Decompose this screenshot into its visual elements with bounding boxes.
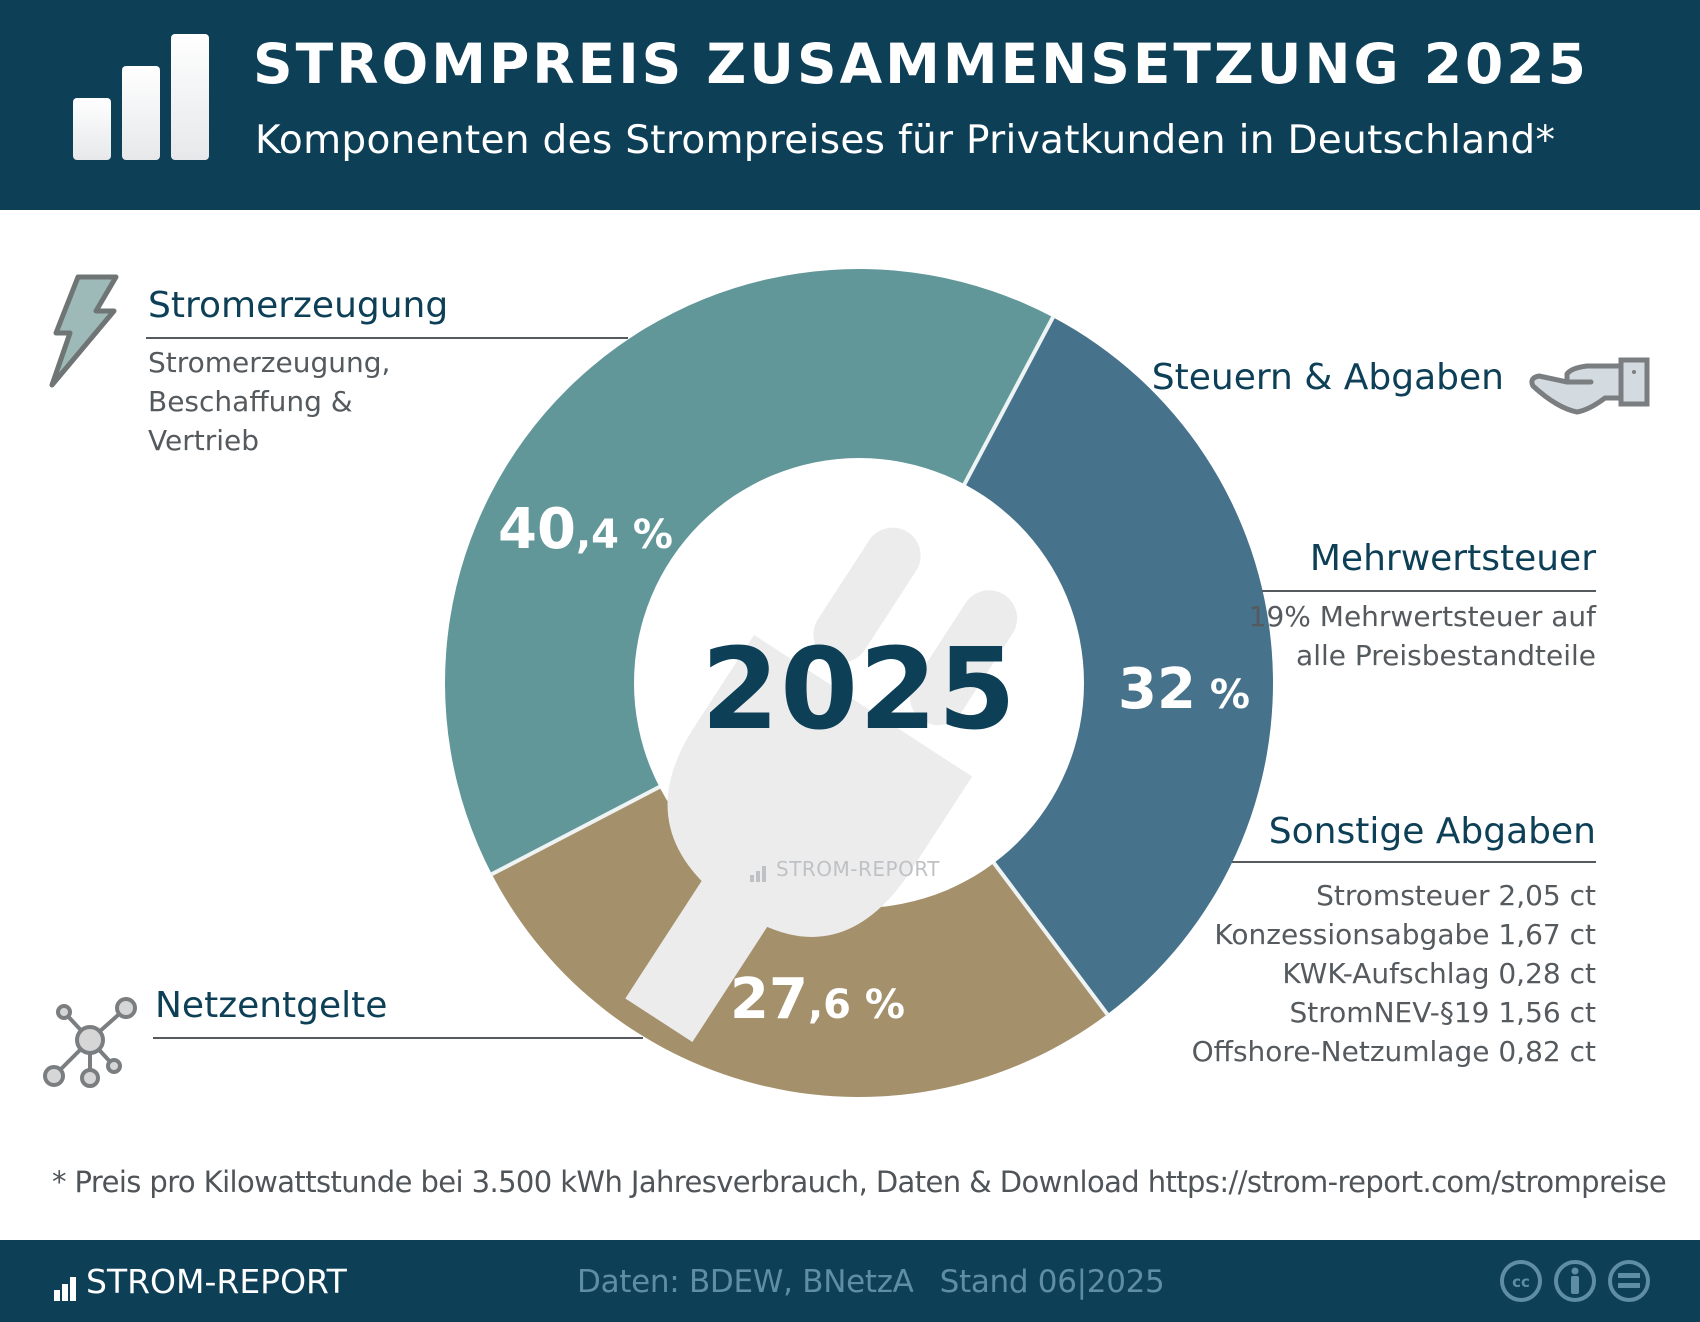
divider-rule <box>153 1037 643 1039</box>
lightning-bolt-icon <box>49 274 119 388</box>
category-title-stromerzeugung: Stromerzeugung <box>148 285 449 326</box>
category-title-steuern: Steuern & Abgaben <box>1151 357 1504 398</box>
category-desc-stromerzeugung: Stromerzeugung, Beschaffung & Vertrieb <box>148 346 391 457</box>
category-title-sonstige: Sonstige Abgaben <box>1268 811 1596 852</box>
bar-chart-icon <box>73 34 213 160</box>
svg-text:cc: cc <box>1512 1273 1530 1291</box>
donut-segments <box>444 269 1273 1097</box>
donut-segment-stromerzeugung <box>444 269 1053 875</box>
segment-label-stromerzeugung: 40,4 % <box>498 497 673 562</box>
segment-divider <box>977 841 1110 1017</box>
by-attribution-icon <box>1554 1260 1596 1302</box>
category-desc-mehrwertsteuer: 19% Mehrwertsteuer auf alle Preisbestand… <box>1248 600 1596 672</box>
segment-divider <box>950 315 1056 508</box>
footer-source: Daten: BDEW, BNetzA Stand 06|2025 <box>577 1264 1165 1300</box>
category-title-netzentgelte: Netzentgelte <box>155 985 388 1026</box>
donut-segment-netzentgelte <box>491 775 1108 1097</box>
list-item: StromNEV-§19 1,56 ct <box>1289 996 1596 1029</box>
donut-segment-steuern-abgaben <box>952 317 1273 1015</box>
divider-rule <box>1232 861 1596 863</box>
category-title-mehrwertsteuer: Mehrwertsteuer <box>1309 538 1596 579</box>
list-item: Konzessionsabgabe 1,67 ct <box>1214 918 1596 951</box>
footer-banner: STROM-REPORT Daten: BDEW, BNetzA Stand 06… <box>0 1240 1700 1322</box>
page-subtitle: Komponenten des Strompreises für Privatk… <box>255 118 1556 163</box>
segment-divider <box>489 773 683 877</box>
nd-equals-icon <box>1608 1260 1650 1302</box>
watermark: STROM-REPORT <box>750 857 940 882</box>
footer-brand: STROM-REPORT <box>54 1262 347 1301</box>
segment-label-steuern: 32 % <box>1118 657 1250 722</box>
bar-chart-icon <box>54 1262 78 1301</box>
bar-chart-icon <box>750 858 768 882</box>
divider-rule <box>1262 590 1596 592</box>
cc-icon: cc <box>1500 1260 1542 1302</box>
header-banner: STROMPREIS ZUSAMMENSETZUNG 2025 Komponen… <box>0 0 1700 210</box>
category-list-sonstige: Stromsteuer 2,05 ct Konzessionsabgabe 1,… <box>1192 876 1596 1071</box>
network-nodes-icon <box>43 997 137 1088</box>
divider-rule <box>146 337 628 339</box>
footnote: * Preis pro Kilowattstunde bei 3.500 kWh… <box>52 1165 1667 1199</box>
page-title: STROMPREIS ZUSAMMENSETZUNG 2025 <box>253 32 1589 96</box>
segment-label-netzentgelte: 27,6 % <box>730 967 905 1032</box>
list-item: Stromsteuer 2,05 ct <box>1316 879 1596 912</box>
open-hand-icon <box>1529 357 1650 415</box>
center-year-label: 2025 <box>701 625 1017 755</box>
list-item: KWK-Aufschlag 0,28 ct <box>1282 957 1596 990</box>
power-plug-icon <box>625 527 1018 1043</box>
list-item: Offshore-Netzumlage 0,82 ct <box>1191 1035 1596 1068</box>
